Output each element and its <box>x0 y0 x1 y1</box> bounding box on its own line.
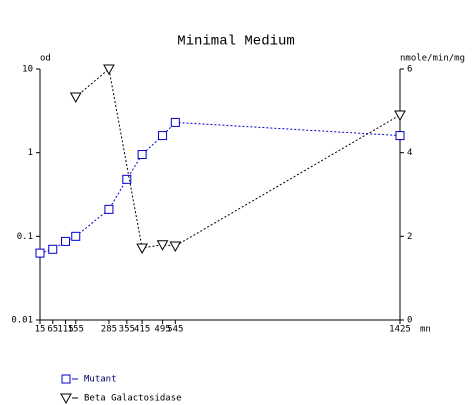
y2-tick-label: 2 <box>407 232 412 242</box>
x-tick-label: 15 <box>35 325 46 335</box>
x-tick-label: 495 <box>154 325 170 335</box>
marker <box>48 244 58 254</box>
x-tick-label: 415 <box>134 325 150 335</box>
marker <box>156 240 169 251</box>
y-tick-label: 0.1 <box>17 232 33 242</box>
chart-title: Minimal Medium <box>177 34 295 50</box>
marker <box>122 174 132 184</box>
series-line <box>39 121 401 254</box>
marker <box>136 243 148 255</box>
y2-tick-label: 0 <box>407 316 412 326</box>
marker <box>104 204 114 214</box>
x-tick-label: 545 <box>167 325 183 335</box>
x-tick-label: 65 <box>47 325 58 335</box>
marker <box>158 131 168 141</box>
y-tick-label: 1 <box>28 148 33 158</box>
x-tick-label: 155 <box>68 325 84 335</box>
x-tick-label: 285 <box>101 325 117 335</box>
y-tick-label: 10 <box>22 65 33 75</box>
marker <box>69 92 82 104</box>
marker <box>137 150 147 160</box>
series-line <box>75 68 401 249</box>
x-tick-label: 115 <box>57 325 73 335</box>
x-tick-label: 355 <box>119 325 135 335</box>
marker <box>61 236 71 246</box>
y-tick-label: 0.01 <box>11 316 33 326</box>
marker <box>170 117 180 127</box>
y2-tick-label: 4 <box>407 148 412 158</box>
marker <box>71 231 81 241</box>
marker <box>61 374 71 384</box>
marker <box>103 64 115 76</box>
marker <box>394 110 406 122</box>
y2-axis-label: nmole/min/mg <box>400 54 465 64</box>
y-axis-label: od <box>40 54 51 64</box>
marker <box>60 393 72 405</box>
marker <box>169 241 182 252</box>
y2-tick-label: 6 <box>407 65 412 75</box>
x-tick-label: 1425 <box>389 325 411 335</box>
x-axis-label: mn <box>420 325 431 335</box>
marker <box>35 248 45 258</box>
legend-label: Mutant <box>84 375 117 385</box>
marker <box>395 131 405 141</box>
legend-label: Beta Galactosidase <box>84 394 182 404</box>
